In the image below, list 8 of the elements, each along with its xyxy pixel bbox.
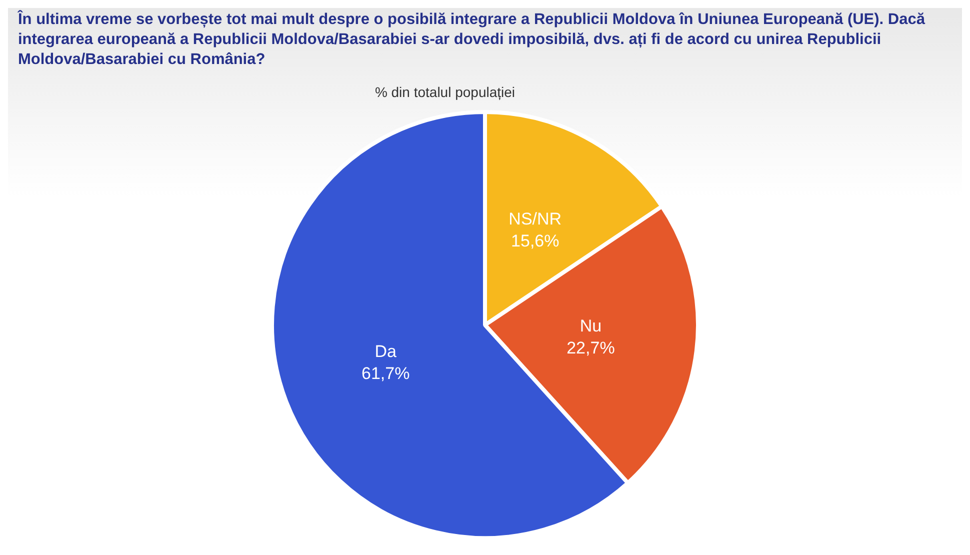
slice-label: NS/NR: [508, 210, 562, 229]
data-label: 15,6%: [511, 232, 560, 251]
slice-label: Nu: [580, 316, 602, 336]
data-label: 22,7%: [566, 338, 615, 358]
chart-title: În ultima vreme se vorbește tot mai mult despre o posibilă integrare a Republicii Moldova în Uniunea Europeană (UE). Dacă integrarea europeană a Republicii Moldova/Basarabiei s-ar dovedi imposibilă, dvs. ați fi de acord cu unirea Republicii Moldova/Basarabiei cu România?: [16, 9, 926, 70]
data-label: 61,7%: [362, 364, 410, 383]
chart-subtitle: % din totalul populației: [374, 84, 516, 100]
slice-label: Da: [374, 342, 398, 361]
